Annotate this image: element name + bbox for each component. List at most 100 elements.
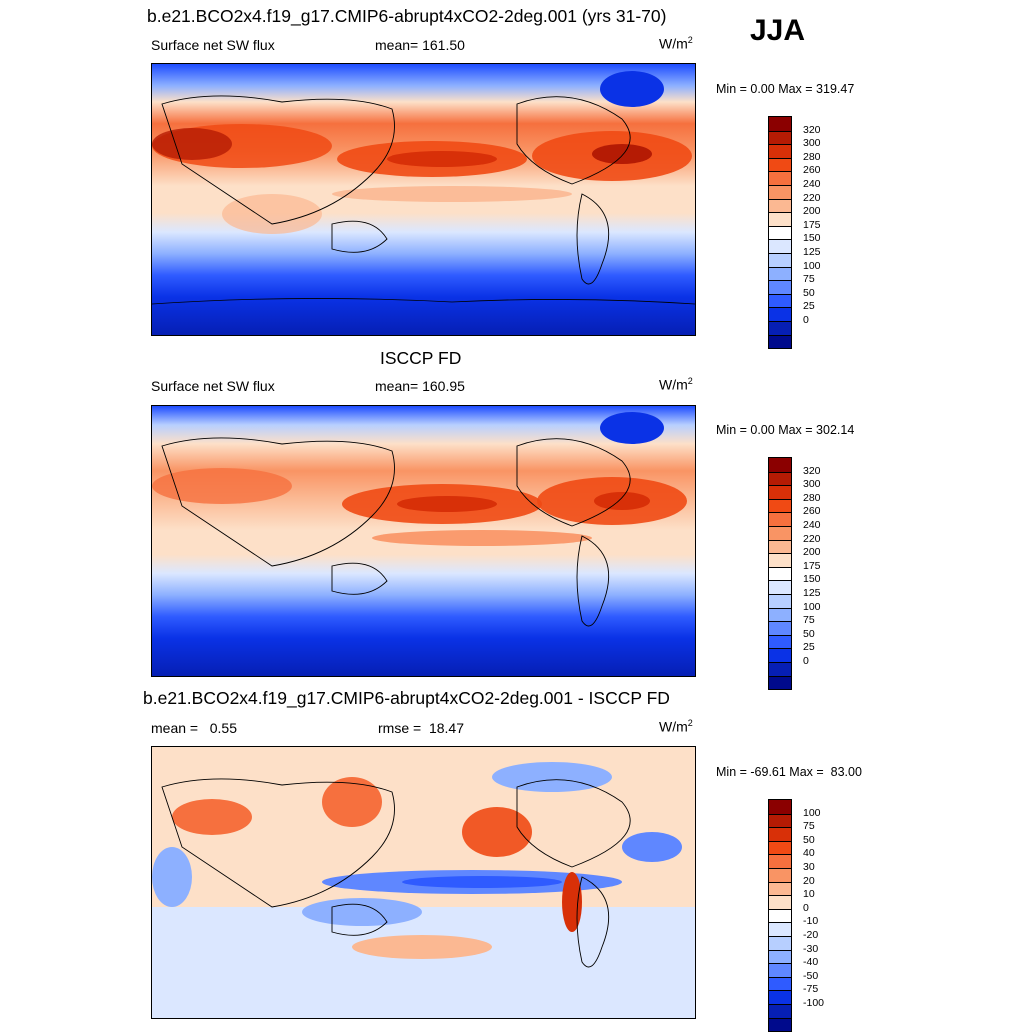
panel-title: b.e21.BCO2x4.f19_g17.CMIP6-abrupt4xCO2-2… bbox=[143, 688, 670, 708]
colorbar-swatch bbox=[769, 266, 791, 281]
colorbar-tick-label: 75 bbox=[803, 273, 815, 286]
colorbar-swatch bbox=[769, 963, 791, 977]
colorbar-swatch bbox=[769, 458, 791, 472]
colorbar-tick-label: -75 bbox=[803, 983, 819, 996]
mean-label: mean = 0.55 bbox=[151, 720, 238, 736]
colorbar-tick-label: 100 bbox=[803, 259, 821, 272]
colorbar-swatch bbox=[769, 675, 791, 690]
colorbar-swatch bbox=[769, 553, 791, 567]
colorbar-swatch bbox=[769, 854, 791, 868]
colorbar-tick-label: 175 bbox=[803, 218, 821, 231]
colorbar-tick-label: 0 bbox=[803, 655, 809, 667]
colorbar-swatch bbox=[769, 800, 791, 814]
colorbar-tick-label: 260 bbox=[803, 164, 821, 177]
colorbar-tick-label: -20 bbox=[803, 929, 819, 941]
map-difference bbox=[151, 746, 696, 1019]
colorbar-tick-label: 100 bbox=[803, 806, 821, 819]
colorbar-tick-label: 175 bbox=[803, 559, 821, 572]
colorbar-swatch bbox=[769, 252, 791, 267]
colorbar-swatch bbox=[769, 171, 791, 185]
units-label: W/m2 bbox=[659, 376, 693, 393]
colorbar-swatch bbox=[769, 307, 791, 321]
colorbar-swatch bbox=[769, 1017, 791, 1032]
colorbar bbox=[768, 799, 792, 1032]
colorbar-swatch bbox=[769, 566, 791, 581]
colorbar-swatch bbox=[769, 280, 791, 294]
colorbar-swatch bbox=[769, 130, 791, 145]
colorbar-tick-label: 30 bbox=[803, 861, 815, 873]
colorbar-tick-label: 20 bbox=[803, 874, 815, 887]
rmse-label: rmse = 18.47 bbox=[378, 720, 464, 736]
colorbar-tick-label: 150 bbox=[803, 232, 821, 245]
colorbar-swatch bbox=[769, 922, 791, 936]
colorbar-swatch bbox=[769, 634, 791, 649]
colorbar-swatch bbox=[769, 198, 791, 213]
panel-title: ISCCP FD bbox=[380, 348, 462, 368]
colorbar-tick-label: 200 bbox=[803, 546, 821, 559]
colorbar-tick-label: 240 bbox=[803, 519, 821, 531]
colorbar-tick-label: 220 bbox=[803, 532, 821, 545]
colorbar-tick-label: 150 bbox=[803, 573, 821, 586]
colorbar-swatch bbox=[769, 212, 791, 226]
colorbar-swatch bbox=[769, 621, 791, 635]
colorbar-tick-label: 40 bbox=[803, 847, 815, 860]
colorbar-tick-label: 300 bbox=[803, 478, 821, 491]
units-label: W/m2 bbox=[659, 35, 693, 52]
colorbar-tick-label: 50 bbox=[803, 627, 815, 640]
panel-title: b.e21.BCO2x4.f19_g17.CMIP6-abrupt4xCO2-2… bbox=[147, 6, 667, 26]
colorbar-tick-label: 25 bbox=[803, 641, 815, 654]
colorbar-swatch bbox=[769, 648, 791, 662]
colorbar-tick-label: 280 bbox=[803, 491, 821, 504]
colorbar-swatch bbox=[769, 525, 791, 540]
colorbar-swatch bbox=[769, 498, 791, 513]
colorbar-swatch bbox=[769, 1003, 791, 1018]
colorbar-tick-label: 300 bbox=[803, 137, 821, 150]
units-label: W/m2 bbox=[659, 718, 693, 735]
colorbar-tick-label: 200 bbox=[803, 205, 821, 218]
colorbar-swatch bbox=[769, 976, 791, 991]
colorbar-swatch bbox=[769, 881, 791, 896]
colorbar-swatch bbox=[769, 320, 791, 335]
variable-label: Surface net SW flux bbox=[151, 37, 275, 53]
colorbar-swatch bbox=[769, 895, 791, 909]
colorbar-tick-label: -30 bbox=[803, 942, 819, 955]
colorbar-tick-label: 50 bbox=[803, 286, 815, 299]
colorbar-swatch bbox=[769, 157, 791, 172]
colorbar-tick-label: 0 bbox=[803, 901, 809, 914]
colorbar-tick-label: -10 bbox=[803, 915, 819, 928]
colorbar-swatch bbox=[769, 334, 791, 349]
colorbar-tick-label: 320 bbox=[803, 123, 821, 136]
colorbar-swatch bbox=[769, 661, 791, 676]
colorbar-swatch bbox=[769, 184, 791, 199]
colorbar-swatch bbox=[769, 144, 791, 158]
colorbar-swatch bbox=[769, 949, 791, 964]
colorbar-tick-label: 125 bbox=[803, 587, 821, 599]
colorbar-tick-label: 280 bbox=[803, 150, 821, 163]
colorbar-swatch bbox=[769, 117, 791, 131]
colorbar-tick-label: 320 bbox=[803, 464, 821, 477]
colorbar-swatch bbox=[769, 813, 791, 828]
colorbar-swatches bbox=[769, 800, 791, 1032]
colorbar-swatch bbox=[769, 225, 791, 240]
colorbar-tick-label: 260 bbox=[803, 505, 821, 518]
colorbar-swatch bbox=[769, 840, 791, 855]
colorbar-tick-label: -50 bbox=[803, 969, 819, 982]
colorbar bbox=[768, 457, 792, 691]
colorbar-swatch bbox=[769, 580, 791, 594]
colorbar-swatch bbox=[769, 485, 791, 499]
colorbar-tick-label: -100 bbox=[803, 997, 825, 1009]
colorbar-tick-label: 100 bbox=[803, 600, 821, 613]
min-max-label: Min = -69.61 Max = 83.00 bbox=[716, 765, 862, 779]
min-max-label: Min = 0.00 Max = 302.14 bbox=[716, 423, 855, 437]
colorbar-tick-label: 75 bbox=[803, 614, 815, 627]
colorbar-tick-label: 25 bbox=[803, 300, 815, 313]
colorbar-tick-label: 220 bbox=[803, 191, 821, 204]
colorbar-swatch bbox=[769, 827, 791, 841]
colorbar-swatch bbox=[769, 607, 791, 622]
colorbar-tick-label: 10 bbox=[803, 888, 815, 901]
colorbar-tick-label: 50 bbox=[803, 833, 815, 846]
colorbar-swatch bbox=[769, 471, 791, 486]
colorbar-tick-label: 240 bbox=[803, 178, 821, 190]
colorbar-swatch bbox=[769, 593, 791, 608]
mean-label: mean= 160.95 bbox=[375, 378, 465, 394]
